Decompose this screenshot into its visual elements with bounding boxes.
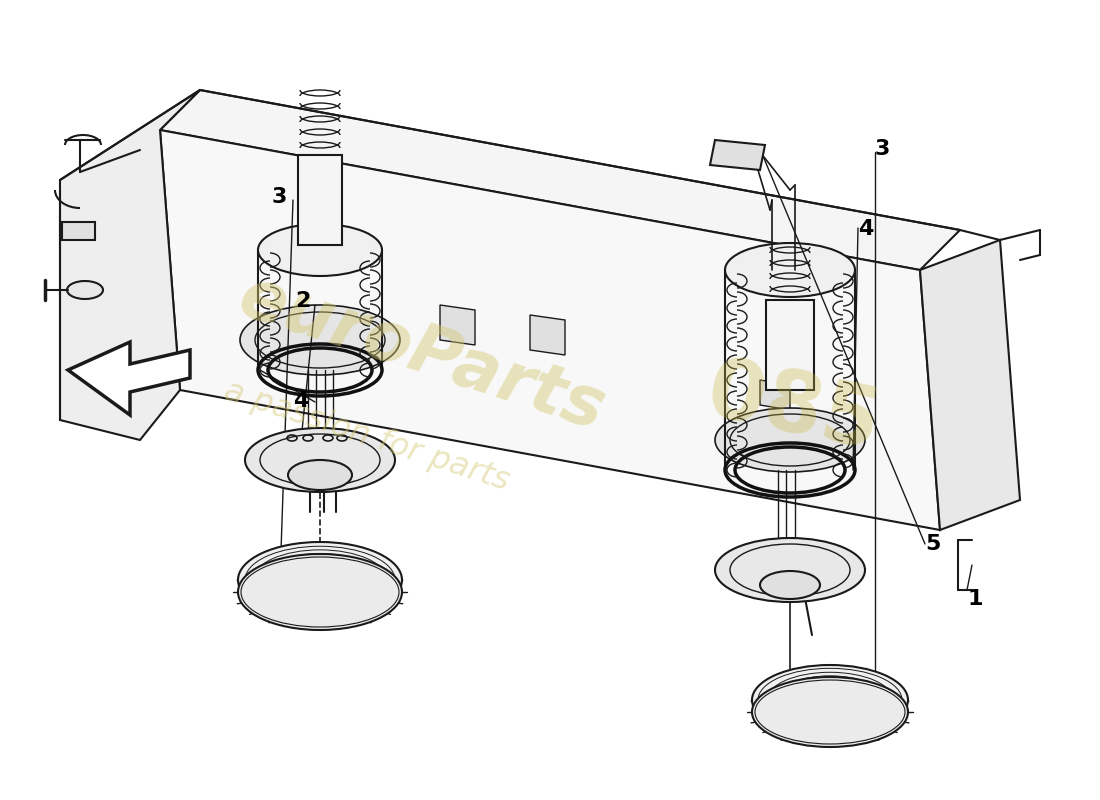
Polygon shape xyxy=(920,240,1020,530)
Text: a passion for parts: a passion for parts xyxy=(220,375,514,497)
Polygon shape xyxy=(440,305,475,345)
Bar xyxy=(766,300,814,390)
Ellipse shape xyxy=(715,408,865,472)
Ellipse shape xyxy=(288,460,352,490)
Polygon shape xyxy=(68,342,190,415)
Ellipse shape xyxy=(258,224,382,276)
Polygon shape xyxy=(160,90,960,270)
Text: 1: 1 xyxy=(968,589,983,609)
Polygon shape xyxy=(160,130,940,530)
Ellipse shape xyxy=(67,281,103,299)
Ellipse shape xyxy=(238,554,402,630)
Bar xyxy=(298,155,342,245)
Polygon shape xyxy=(760,380,790,410)
Polygon shape xyxy=(62,222,95,240)
Polygon shape xyxy=(530,315,565,355)
Text: 4: 4 xyxy=(858,219,873,239)
Ellipse shape xyxy=(725,243,855,297)
Ellipse shape xyxy=(245,428,395,492)
Ellipse shape xyxy=(760,571,820,599)
Ellipse shape xyxy=(752,665,908,735)
Polygon shape xyxy=(710,140,764,170)
Text: 3: 3 xyxy=(874,139,890,159)
Ellipse shape xyxy=(752,677,908,747)
Ellipse shape xyxy=(238,542,402,618)
Text: 4: 4 xyxy=(293,391,308,411)
Ellipse shape xyxy=(240,305,400,375)
Text: 3: 3 xyxy=(272,187,287,207)
Text: 085: 085 xyxy=(700,351,887,467)
Polygon shape xyxy=(60,90,200,440)
Text: 2: 2 xyxy=(295,291,310,311)
Text: euroParts: euroParts xyxy=(230,262,613,444)
Ellipse shape xyxy=(715,538,865,602)
Text: 5: 5 xyxy=(925,534,940,554)
